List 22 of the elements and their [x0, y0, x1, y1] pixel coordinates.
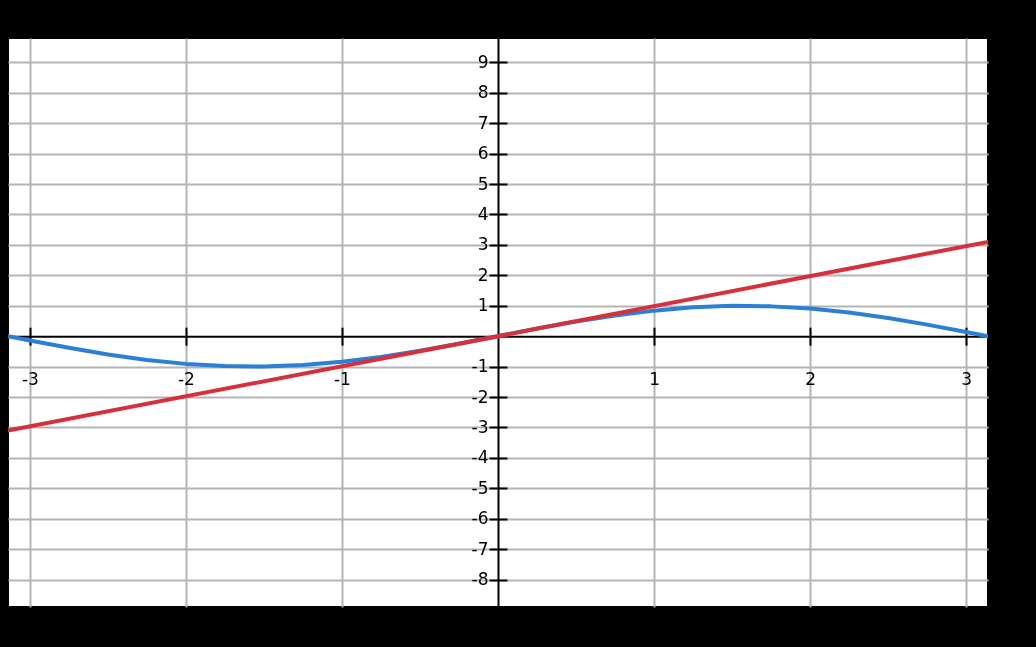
y-tick-label: -3: [471, 416, 489, 437]
y-tick-label: 2: [477, 264, 489, 285]
y-tick-label: -8: [471, 569, 489, 590]
x-tick-label: -2: [177, 368, 195, 389]
x-tick-label: -3: [21, 368, 39, 389]
y-tick-label: 1: [477, 295, 489, 316]
y-tick-label: 5: [477, 173, 489, 194]
y-tick-label: -5: [471, 477, 489, 498]
y-tick-label: -7: [471, 538, 489, 559]
y-tick-label: 4: [477, 203, 489, 224]
x-tick-label: 1: [649, 368, 660, 389]
y-tick-label: 3: [477, 234, 489, 255]
y-tick-label: -6: [471, 508, 489, 529]
y-tick-label: 6: [477, 143, 489, 164]
y-tick-label: 8: [477, 82, 489, 103]
x-tick-label: -1: [333, 368, 351, 389]
x-tick-label: 2: [805, 368, 817, 389]
y-tick-label: -2: [471, 386, 489, 407]
y-tick-label: 7: [477, 112, 489, 133]
y-tick-label: -4: [471, 447, 489, 468]
y-tick-label: 9: [477, 51, 489, 72]
x-tick-label: 3: [961, 368, 973, 389]
